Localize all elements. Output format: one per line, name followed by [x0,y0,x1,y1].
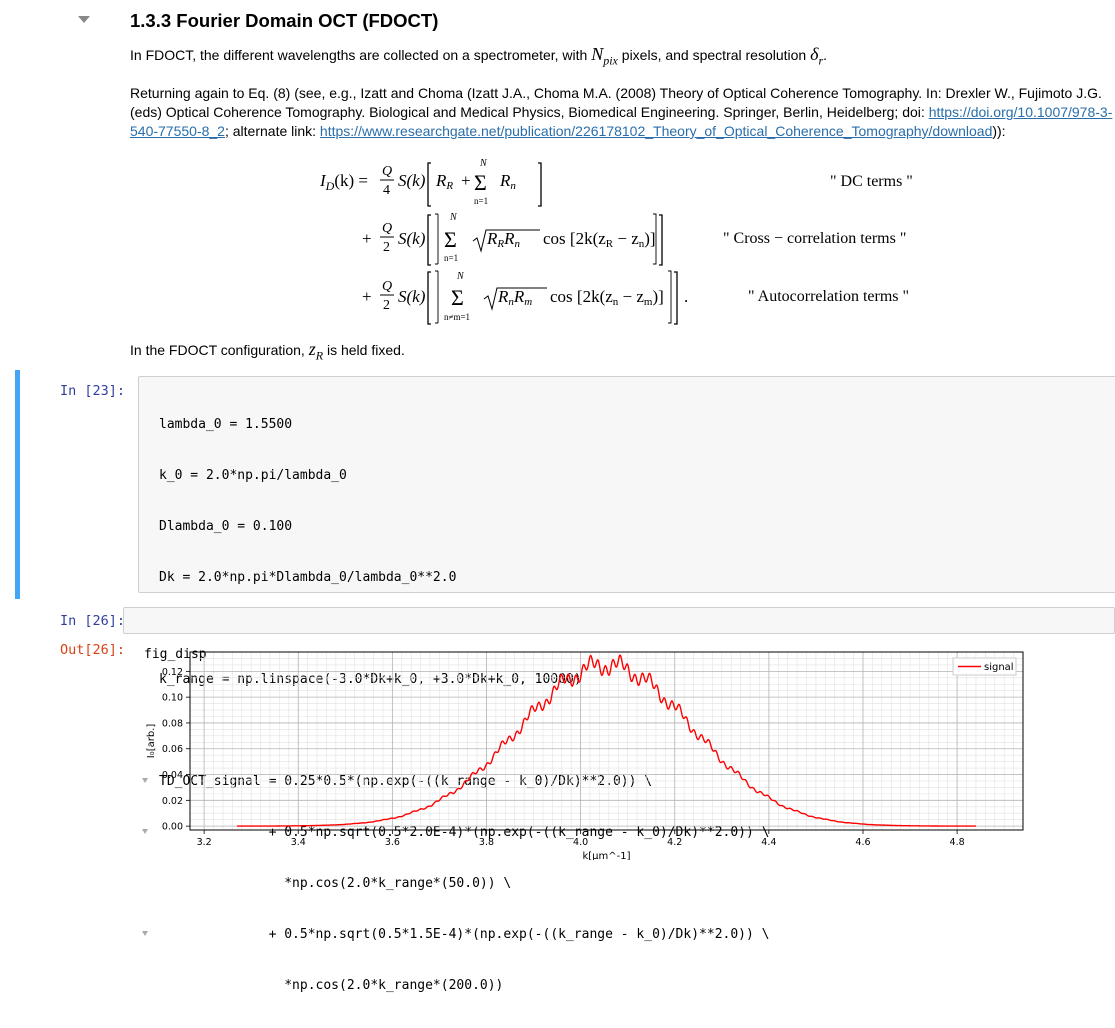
eq3-period: . [684,287,688,306]
y-axis-label: I₀[arb.] [146,724,157,759]
para2-text: Returning again to Eq. (8) (see, e.g., I… [130,85,1102,120]
eq-label-auto: " Autocorrelation terms " [748,288,909,305]
collapse-heading-arrow-icon[interactable] [78,16,90,23]
paragraph-fixed-zr: In the FDOCT configuration, zR is held f… [130,340,1115,366]
code-line: + 0.5*np.sqrt(0.5*2.0E-4)*(np.exp(-((k_r… [142,824,1115,841]
cell26-editor[interactable]: fig_disp [123,607,1115,662]
x-tick-label: 3.8 [479,837,494,848]
x-axis-label: k[μm^-1] [582,851,630,860]
signal-chart-svg: 3.2 3.4 3.6 3.8 4.0 4.2 4.4 4.6 4.8 0.00 0.02 0.04 0… [146,651,1024,862]
x-tick-label: 4.6 [855,837,870,848]
eq2-cos: cos [2k(zR − zn)] [543,229,656,250]
eq1-frac-den: 4 [383,183,390,198]
x-tick-label: 4.4 [761,837,776,848]
para2-end: )): [992,123,1006,139]
cell23-editor[interactable]: lambda_0 = 1.5500 k_0 = 2.0*np.pi/lambda… [138,376,1115,993]
fold-arrow-icon[interactable] [142,931,148,936]
code-line: *np.cos(2.0*k_range*(200.0)) [159,978,504,993]
eq2-frac-den: 2 [383,240,390,255]
code-line: Dlambda_0 = 0.100 [159,519,293,534]
eq1-plus: + [461,171,471,190]
eq2-sqrt-content: RRRn [486,229,521,250]
eq1-sum-top: N [479,158,488,169]
cell23-prompt: In [23]: [59,383,125,399]
eq3-plus: + [362,287,372,306]
cell26-prompt: In [26]: [59,613,125,629]
eq1-RR: RR [435,171,453,192]
y-tick-label: 0.06 [162,744,183,755]
series-line-signal [237,654,976,827]
paragraph-reference: Returning again to Eq. (8) (see, e.g., I… [130,84,1115,141]
x-tick-label: 3.6 [385,837,400,848]
x-tick-label: 3.2 [197,837,212,848]
eq2-S: S(k) [398,229,426,248]
cell26-out-prompt: Out[26]: [59,642,125,658]
code-line: *np.cos(2.0*k_range*(50.0)) \ [159,876,512,891]
eq3-sum: Σ [451,285,464,310]
eq-lhs: ID(k) = [319,171,368,193]
eq3-sqrt-content: RnRm [497,287,532,308]
code-line: k_range = np.linspace(-3.0*Dk+k_0, +3.0*… [159,672,582,687]
npix-symbol: Npix [591,44,618,68]
eq2-sum: Σ [444,227,457,252]
eq1-frac-num: Q [382,164,392,179]
equation-block: ID(k) = Q 4 S(k) RR + N Σ n=1 Rn " DC te… [300,158,940,328]
y-tick-label: 0.10 [162,693,183,704]
code-line: + 0.5*np.sqrt(0.5*1.5E-4)*(np.exp(-((k_r… [142,926,1115,943]
x-tick-label: 4.2 [667,837,682,848]
x-tick-label: 4.0 [573,837,588,848]
code-line: k_0 = 2.0*np.pi/lambda_0 [159,468,347,483]
para1-text-b: pixels, and spectral resolution [617,47,811,63]
signal-plot: 3.2 3.4 3.6 3.8 4.0 4.2 4.4 4.6 4.8 0.00 0.02 0.04 0… [140,645,1030,862]
code-line: Dk = 2.0*np.pi*Dlambda_0/lambda_0**2.0 [159,570,457,585]
legend: signal [952,657,1017,676]
zr-symbol: zR [308,339,324,363]
code-cell-23[interactable]: In [23]: lambda_0 = 1.5500 k_0 = 2.0*np.… [15,370,1115,993]
fold-arrow-icon[interactable] [142,829,148,834]
y-tick-label: 0.00 [162,822,183,833]
para2-mid: ; alternate link: [224,123,320,139]
y-tick-label: 0.08 [162,718,183,729]
section-heading: 1.3.3 Fourier Domain OCT (FDOCT) [130,10,439,31]
eq2-sum-bot: n=1 [444,253,458,263]
eq1-S: S(k) [398,171,426,190]
fold-arrow-icon[interactable] [142,778,148,783]
delta-symbol: δr [810,44,824,68]
para1-text-a: In FDOCT, the different wavelengths are … [130,47,592,63]
eq3-S: S(k) [398,287,426,306]
eq2-sum-top: N [449,212,458,223]
code-line: TD_OCT_signal = 0.25*0.5*(np.exp(-((k_ra… [142,773,1115,790]
y-tick-label: 0.12 [162,667,183,678]
eq1-sum: Σ [474,170,487,195]
eq2-plus: + [362,229,372,248]
para1-text-c: . [823,47,828,63]
eq3-frac-den: 2 [383,298,390,313]
eq2-frac-num: Q [382,221,392,236]
code-cell-26[interactable]: In [26]: fig_disp Out[26]: [15,604,1115,860]
eq1-sum-bot: n=1 [474,196,488,206]
x-tick-label: 3.4 [291,837,306,848]
eq1-Rn: Rn [499,171,516,192]
alternate-link[interactable]: https://www.researchgate.net/publication… [319,123,993,139]
para3-text-b: is held fixed. [323,342,405,358]
doi-link[interactable]: https://doi.org/10.1007/978-3-540-77550-… [130,104,1113,139]
eq3-frac-num: Q [382,279,392,294]
code-line: lambda_0 = 1.5500 [159,417,293,432]
x-tick-label: 4.8 [950,837,965,848]
para3-text-a: In the FDOCT configuration, [130,342,309,358]
eq3-sum-bot: n≠m=1 [444,312,470,322]
eq-label-cross: " Cross − correlation terms " [723,230,906,247]
y-tick-label: 0.02 [162,796,183,807]
legend-label-signal: signal [984,662,1014,673]
paragraph-spectrometer: In FDOCT, the different wavelengths are … [130,45,1115,71]
eq3-sum-top: N [456,271,465,282]
y-tick-label: 0.04 [162,770,183,781]
eq-label-dc: " DC terms " [830,173,913,190]
eq3-cos: cos [2k(zn − zm)] [550,287,664,308]
